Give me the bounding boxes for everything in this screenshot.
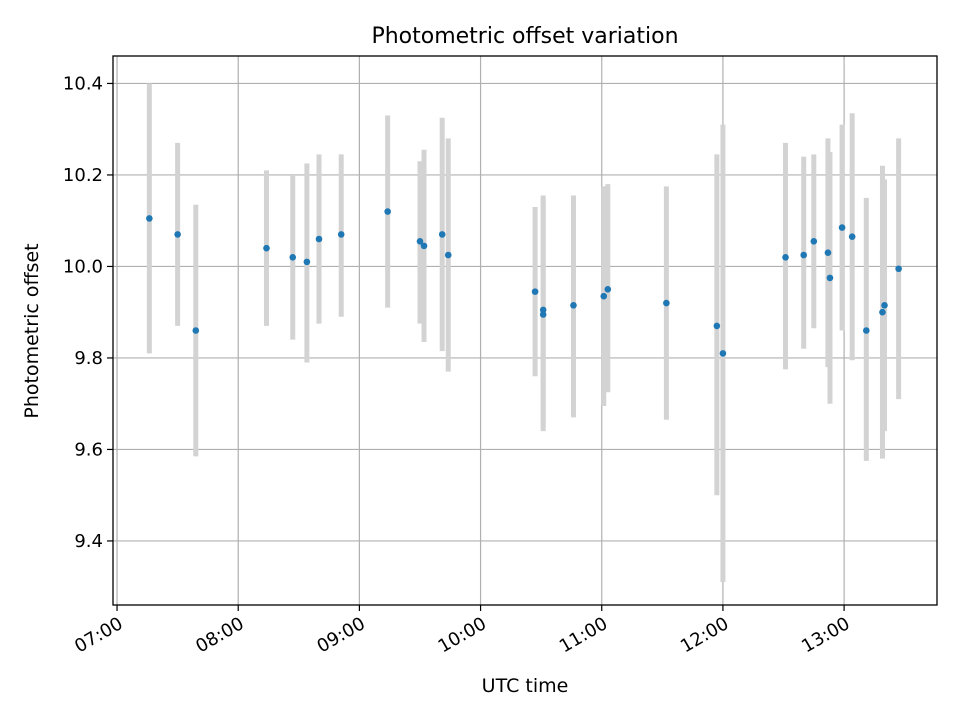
x-tick-label: 09:00 [313,613,368,657]
y-tick-label: 10.2 [63,165,103,186]
data-point [570,302,577,309]
y-tick-label: 9.6 [74,439,103,460]
x-tick-label: 10:00 [435,613,490,657]
data-point [881,302,888,309]
data-point [824,249,832,257]
data-point [315,235,323,243]
data-point [604,286,612,293]
data-point [600,292,608,300]
data-point [146,215,153,222]
y-tick-labels: 9.4 9.6 9.8 10.0 10.2 10.4 [63,73,103,552]
y-tick-label: 9.8 [74,348,103,369]
data-points [146,208,902,357]
data-point [438,231,446,238]
data-point [663,299,670,307]
x-tick-labels: 07:00 08:00 09:00 10:00 11:00 12:00 13:00 [71,613,853,657]
data-point [539,306,547,314]
data-point [895,265,902,273]
data-point [337,231,345,238]
data-point [719,350,727,357]
y-tick-label: 10.0 [63,256,103,277]
data-point [800,251,808,259]
x-tick-label: 12:00 [677,613,732,657]
axis-ticks [107,82,845,611]
data-point [192,327,200,334]
data-point [174,231,181,238]
data-point [444,251,452,259]
data-point [863,327,870,334]
y-tick-label: 9.4 [74,531,103,552]
data-point [838,224,846,231]
error-bars [146,83,902,583]
data-point [420,242,428,250]
data-point [384,208,391,215]
data-point [416,237,424,245]
data-point [289,253,297,261]
data-point [713,322,721,330]
chart-title: Photometric offset variation [371,24,678,49]
x-tick-label: 08:00 [192,613,247,657]
x-tick-label: 13:00 [798,613,853,657]
x-axis-label: UTC time [482,675,569,697]
data-point [539,311,547,318]
data-point [303,258,311,266]
x-tick-label: 11:00 [556,613,611,657]
x-tick-label: 07:00 [71,613,126,657]
y-tick-label: 10.4 [63,73,103,94]
data-point [263,244,270,252]
data-point [782,253,789,261]
data-point [879,308,886,316]
grid [113,56,937,605]
plot-frame [112,55,938,606]
data-point [531,288,539,295]
data-point [826,274,834,282]
data-point [810,237,818,245]
y-axis-label: Photometric offset [21,243,43,418]
data-point [848,233,856,241]
